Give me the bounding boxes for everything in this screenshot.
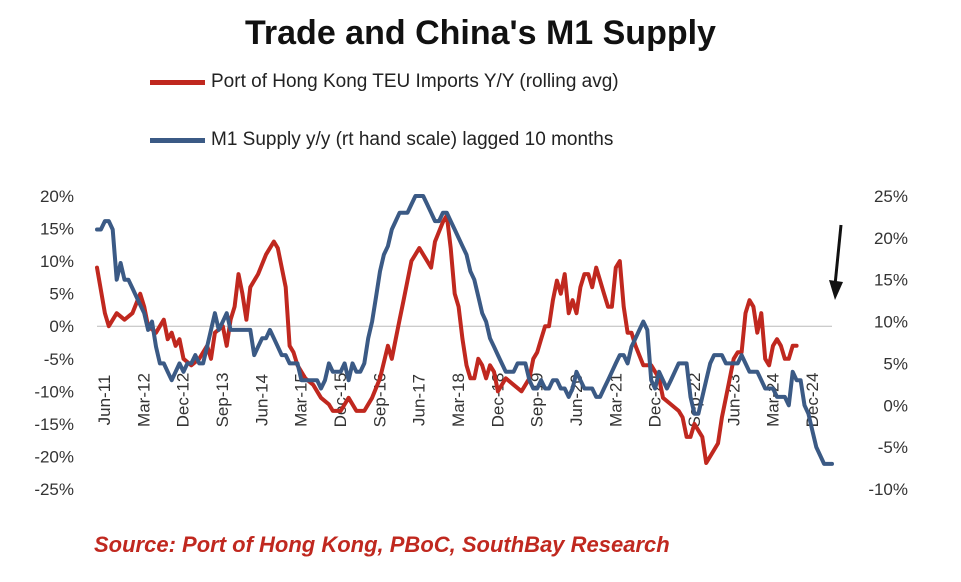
left-axis-ticks: 20% 15% 10% 5% 0% -5% -10% -15% -20% -25% <box>34 187 74 499</box>
series-layer <box>95 194 834 466</box>
x-axis-tick-label: Mar-21 <box>606 373 625 427</box>
legend-label-teu: Port of Hong Kong TEU Imports Y/Y (rolli… <box>211 71 619 92</box>
x-axis-tick-label: Sep-13 <box>213 373 232 428</box>
right-axis-tick-label: -5% <box>878 438 908 457</box>
source-note: Source: Port of Hong Kong, PBoC, SouthBa… <box>94 532 670 557</box>
x-axis-tick-label: Dec-24 <box>803 373 822 428</box>
right-axis-tick-label: 0% <box>883 396 908 415</box>
series-line-m1 <box>95 194 834 466</box>
x-axis-tick-label: Mar-15 <box>292 373 311 427</box>
series-line-teu <box>95 213 799 465</box>
left-axis-tick-label: 0% <box>49 317 74 336</box>
legend-item-m1: M1 Supply y/y (rt hand scale) lagged 10 … <box>150 129 614 150</box>
right-axis-tick-label: 5% <box>883 354 908 373</box>
x-axis-ticks: Jun-11 Mar-12 Dec-12 Sep-13 Jun-14 Mar-15 Dec-… <box>95 373 822 428</box>
right-axis-tick-label: 25% <box>874 187 908 206</box>
legend-swatch-red <box>150 79 205 85</box>
left-axis-tick-label: -25% <box>34 480 74 499</box>
x-axis-tick-label: Mar-24 <box>764 373 783 427</box>
right-axis-tick-label: 10% <box>874 313 908 332</box>
legend-swatch-blue <box>150 137 205 143</box>
down-arrow-icon <box>829 224 843 300</box>
chart-title: Trade and China's M1 Supply <box>245 14 716 52</box>
x-axis-tick-label: Dec-12 <box>174 373 193 428</box>
right-axis-tick-label: -10% <box>868 480 908 499</box>
left-axis-tick-label: 15% <box>40 220 74 239</box>
x-axis-tick-label: Jun-17 <box>410 374 429 426</box>
left-axis-tick-label: -5% <box>44 350 74 369</box>
x-axis-tick-label: Mar-12 <box>134 373 153 427</box>
x-axis-tick-label: Mar-18 <box>449 373 468 427</box>
x-axis-tick-label: Jun-11 <box>95 375 114 426</box>
right-axis-tick-label: 15% <box>874 271 908 290</box>
left-axis-tick-label: -10% <box>34 382 74 401</box>
left-axis-tick-label: 5% <box>49 285 74 304</box>
left-axis-tick-label: 20% <box>40 187 74 206</box>
x-axis-tick-label: Dec-15 <box>331 373 350 428</box>
left-axis-tick-label: -15% <box>34 415 74 434</box>
legend-label-m1: M1 Supply y/y (rt hand scale) lagged 10 … <box>211 129 614 150</box>
left-axis-tick-label: 10% <box>40 252 74 271</box>
right-axis-ticks: 25% 20% 15% 10% 5% 0% -5% -10% <box>868 187 908 499</box>
left-axis-tick-label: -20% <box>34 447 74 466</box>
x-axis-tick-label: Jun-14 <box>252 374 271 426</box>
legend-item-teu: Port of Hong Kong TEU Imports Y/Y (rolli… <box>150 71 619 92</box>
right-axis-tick-label: 20% <box>874 229 908 248</box>
